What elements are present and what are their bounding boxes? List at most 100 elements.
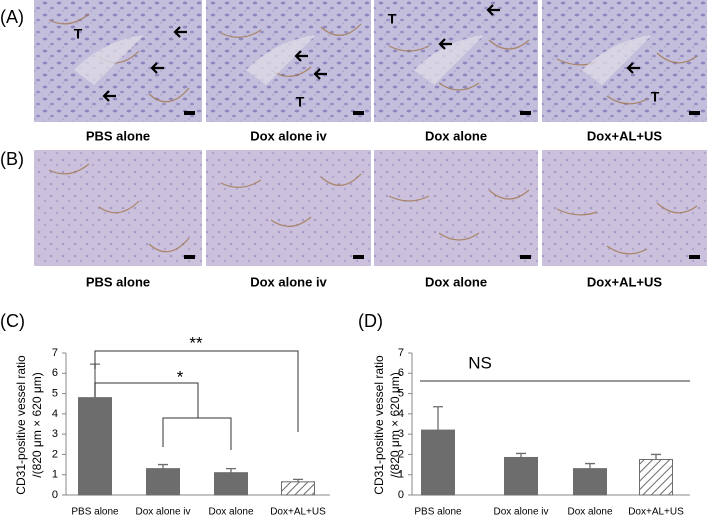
bar <box>639 459 673 496</box>
y-tick-label: 7 <box>52 347 58 359</box>
tissue-label: T <box>388 11 397 27</box>
panel-label: (A) <box>0 7 24 27</box>
error-bar <box>585 462 595 469</box>
vessel <box>270 216 312 227</box>
vessel <box>656 52 698 64</box>
image-panels: (A) PBS alone T Dox alone iv T Dox alone T Dox+… <box>0 0 707 289</box>
vessel <box>656 202 698 214</box>
y-tick-label: 6 <box>52 367 58 379</box>
error-bar <box>433 406 443 431</box>
y-tick-label: 5 <box>398 387 404 399</box>
x-tick-label: Dox alone <box>567 507 612 518</box>
significance-bracket <box>94 382 199 418</box>
lumen <box>414 35 484 85</box>
tissue-label: T <box>651 89 660 105</box>
significance-label: NS <box>468 353 492 372</box>
micrograph <box>206 150 371 266</box>
y-axis-label: CD31-positive vessel ratio <box>14 355 28 495</box>
error-bar <box>293 478 303 482</box>
significance-label: ** <box>189 333 203 352</box>
vessel <box>438 232 480 241</box>
scale-bar <box>353 255 364 259</box>
error-bar <box>158 463 168 469</box>
vessel <box>148 87 190 103</box>
arrow <box>294 50 308 62</box>
y-tick-label: 0 <box>52 489 58 501</box>
y-tick-label: 2 <box>398 448 404 460</box>
y-tick-label: 0 <box>398 489 404 501</box>
error-bar <box>226 467 236 473</box>
x-tick-label: Dox alone iv <box>493 507 548 518</box>
y-tick-label: 5 <box>52 387 58 399</box>
scale-bar <box>353 111 364 115</box>
vessel <box>488 39 530 50</box>
significance-bracket <box>162 417 232 450</box>
error-bar <box>651 453 661 460</box>
y-axis-label: /(820 μm × 620 μm) <box>388 372 402 478</box>
vessel <box>220 29 262 38</box>
micrograph <box>542 150 707 266</box>
arrow <box>438 38 452 50</box>
vessel <box>220 179 262 188</box>
bar <box>281 481 315 496</box>
significance-label: * <box>177 367 184 386</box>
error-bar <box>516 452 526 458</box>
x-tick-label: Dox alone iv <box>135 507 190 518</box>
vessel <box>388 195 430 202</box>
scale-bar <box>520 111 531 115</box>
image-caption: Dox alone <box>425 274 487 289</box>
scale-bar <box>689 111 700 115</box>
y-tick-label: 3 <box>52 428 58 440</box>
y-tick-label: 1 <box>398 469 404 481</box>
arrow <box>150 62 164 74</box>
image-caption: PBS alone <box>86 274 150 289</box>
micrograph <box>374 150 538 266</box>
vessel <box>556 208 598 216</box>
vessel <box>148 237 190 253</box>
bar <box>504 456 538 496</box>
lumen <box>74 35 144 85</box>
vessel <box>388 45 430 52</box>
x-tick-label: PBS alone <box>71 507 119 518</box>
image-caption: Dox alone iv <box>250 274 327 289</box>
bar <box>78 397 112 496</box>
y-tick-label: 2 <box>52 448 58 460</box>
y-axis-label: /(820 μm × 620 μm) <box>30 372 44 478</box>
scale-bar <box>184 111 195 115</box>
y-tick-label: 4 <box>398 408 404 420</box>
panel-label: (D) <box>358 311 383 331</box>
scale-bar <box>520 255 531 259</box>
image-caption: Dox alone iv <box>250 128 327 143</box>
lumen <box>582 35 652 85</box>
vessel <box>48 13 90 25</box>
x-tick-label: Dox+AL+US <box>628 507 684 518</box>
bar <box>146 468 180 496</box>
vessel <box>48 163 90 175</box>
charts: (C)CD31-positive vessel ratio/(820 μm × … <box>0 311 690 518</box>
x-tick-label: PBS alone <box>414 507 462 518</box>
y-axis-label: CD31-positive vessel ratio <box>372 355 386 495</box>
image-caption: Dox+AL+US <box>587 128 662 143</box>
image-caption: PBS alone <box>86 128 150 143</box>
y-tick-label: 6 <box>398 367 404 379</box>
image-caption: Dox alone <box>425 128 487 143</box>
y-tick-label: 1 <box>52 469 58 481</box>
vessel <box>98 200 140 214</box>
scale-bar <box>184 255 195 259</box>
tissue-label: T <box>74 26 83 42</box>
arrow <box>102 90 116 102</box>
tissue-label: T <box>296 94 305 110</box>
y-tick-label: 3 <box>398 428 404 440</box>
lumen <box>246 35 316 85</box>
x-tick-label: Dox+AL+US <box>270 507 326 518</box>
scale-bar <box>689 255 700 259</box>
vessel <box>320 173 362 186</box>
bar <box>421 429 455 496</box>
x-tick-label: Dox alone <box>208 507 253 518</box>
significance-bracket <box>94 350 299 432</box>
y-tick-label: 4 <box>52 408 58 420</box>
vessel <box>606 245 648 255</box>
image-caption: Dox+AL+US <box>587 274 662 289</box>
vessel <box>438 82 480 91</box>
